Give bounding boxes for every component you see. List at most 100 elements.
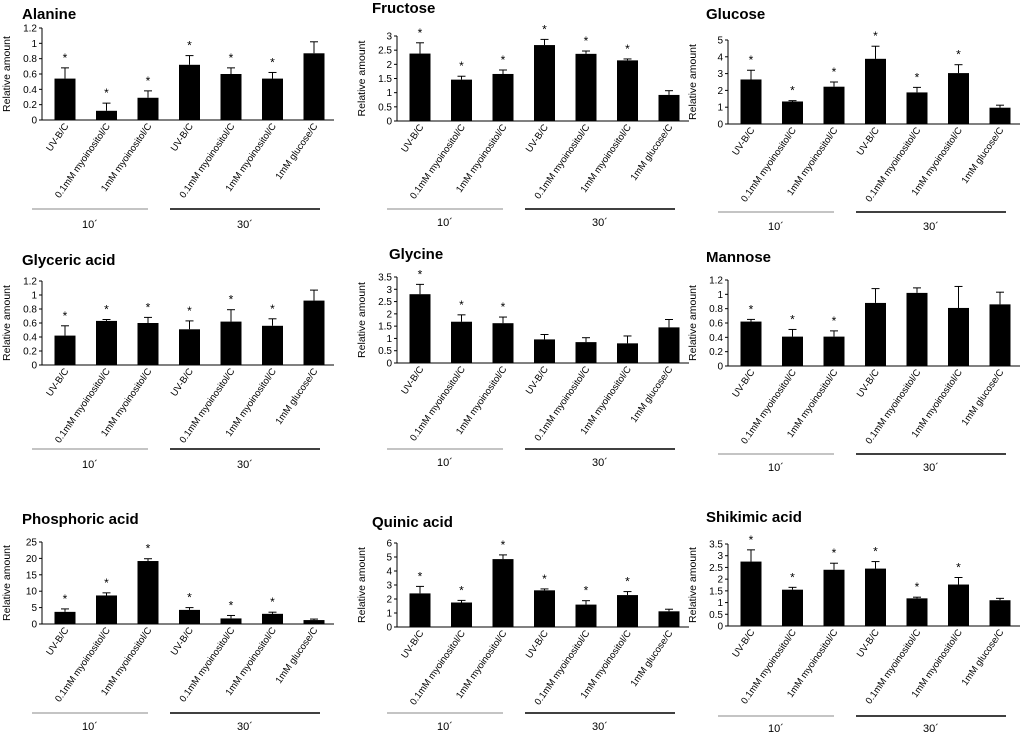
group-label: 30´ xyxy=(923,221,939,233)
significance-star: * xyxy=(63,309,68,323)
y-tick-label: 0.8 xyxy=(709,304,723,315)
group-label: 10´ xyxy=(768,462,784,474)
significance-star: * xyxy=(915,70,920,84)
group-label: 10´ xyxy=(768,221,784,233)
significance-star: * xyxy=(418,569,423,583)
bar xyxy=(782,101,803,124)
category-label: UV-B/C xyxy=(855,627,882,659)
y-tick-label: 1.5 xyxy=(378,74,392,85)
bar xyxy=(575,604,597,627)
bar xyxy=(534,590,555,627)
group-label: 30´ xyxy=(237,721,253,733)
bar xyxy=(782,589,803,626)
significance-star: * xyxy=(749,302,754,316)
significance-star: * xyxy=(459,583,464,597)
y-tick-label: 0.5 xyxy=(378,102,392,113)
category-label: UV-B/C xyxy=(524,628,551,660)
y-tick-label: 0.5 xyxy=(378,346,392,357)
y-tick-label: 0.2 xyxy=(709,347,723,358)
group-label: 10´ xyxy=(437,721,453,733)
y-tick-label: 2 xyxy=(386,309,392,320)
significance-star: * xyxy=(832,314,837,328)
bar xyxy=(906,598,928,626)
group-label: 10´ xyxy=(82,721,98,733)
category-label: UV-B/C xyxy=(44,625,71,657)
y-tick-label: 1 xyxy=(31,291,37,302)
significance-star: * xyxy=(832,65,837,79)
group-label: 30´ xyxy=(923,462,939,474)
y-tick-label: 0 xyxy=(386,359,392,370)
y-axis-label: Relative amount xyxy=(356,547,368,623)
significance-star: * xyxy=(187,591,192,605)
y-tick-label: 0.2 xyxy=(23,347,37,358)
chart-panel-quinic-acid: Quinic acid Relative amount 0 1 2 3 4 5 6 * UV-B/C… xyxy=(356,514,689,733)
category-label: UV-B/C xyxy=(399,364,426,396)
significance-star: * xyxy=(749,533,754,547)
chart-title: Mannose xyxy=(706,249,771,266)
y-tick-label: 1 xyxy=(31,39,37,50)
bar xyxy=(96,595,117,624)
significance-star: * xyxy=(956,48,961,62)
y-tick-label: 3.5 xyxy=(378,273,392,284)
significance-star: * xyxy=(790,312,795,326)
y-axis-label: Relative amount xyxy=(356,40,368,116)
category-label: 1mM glucose/C xyxy=(629,628,676,688)
bar xyxy=(179,64,200,120)
bar xyxy=(492,559,514,627)
y-tick-label: 0 xyxy=(31,116,37,127)
significance-star: * xyxy=(63,592,68,606)
group-label: 10´ xyxy=(768,723,784,735)
y-tick-label: 3 xyxy=(717,69,723,80)
significance-star: * xyxy=(104,576,109,590)
group-label: 30´ xyxy=(592,721,608,733)
y-tick-label: 1 xyxy=(717,598,723,609)
bar xyxy=(823,86,845,124)
y-axis-label: Relative amount xyxy=(1,285,13,361)
y-tick-label: 1.2 xyxy=(23,277,37,288)
bar xyxy=(262,613,283,624)
bar xyxy=(823,569,845,626)
y-tick-label: 5 xyxy=(31,603,37,614)
category-label: UV-B/C xyxy=(855,125,882,157)
bar xyxy=(409,53,431,121)
y-tick-label: 0 xyxy=(31,620,37,631)
bar xyxy=(617,343,638,363)
category-label: 1mM glucose/C xyxy=(274,366,321,426)
category-label: UV-B/C xyxy=(44,366,71,398)
y-tick-label: 1.5 xyxy=(378,322,392,333)
significance-star: * xyxy=(146,74,151,88)
y-tick-label: 1 xyxy=(386,334,392,345)
significance-star: * xyxy=(418,267,423,281)
y-tick-label: 0.5 xyxy=(709,610,723,621)
significance-star: * xyxy=(270,55,275,69)
bar xyxy=(865,58,886,124)
y-tick-label: 0.6 xyxy=(23,319,37,330)
group-label: 10´ xyxy=(437,457,453,469)
y-axis-label: Relative amount xyxy=(687,44,699,120)
significance-star: * xyxy=(749,53,754,67)
group-label: 10´ xyxy=(437,217,453,229)
significance-star: * xyxy=(459,298,464,312)
bar xyxy=(823,336,845,366)
bar xyxy=(906,292,928,366)
significance-star: * xyxy=(270,595,275,609)
bar xyxy=(137,561,159,624)
significance-star: * xyxy=(584,584,589,598)
bar xyxy=(220,74,242,120)
significance-star: * xyxy=(501,53,506,67)
y-tick-label: 1.2 xyxy=(709,276,723,287)
chart-title: Fructose xyxy=(372,0,435,17)
bar xyxy=(534,339,555,363)
bar xyxy=(492,323,514,363)
y-tick-label: 2 xyxy=(386,60,392,71)
chart-panel-alanine: Alanine Relative amount 0 0.2 0.4 0.6 0.8 1 1.2 *… xyxy=(1,6,334,231)
bar xyxy=(948,584,969,626)
bar xyxy=(782,336,803,366)
y-tick-label: 3 xyxy=(386,285,392,296)
bar xyxy=(262,325,283,365)
category-label: UV-B/C xyxy=(169,625,196,657)
y-tick-label: 0 xyxy=(386,117,392,128)
category-label: 1mM glucose/C xyxy=(960,367,1007,427)
